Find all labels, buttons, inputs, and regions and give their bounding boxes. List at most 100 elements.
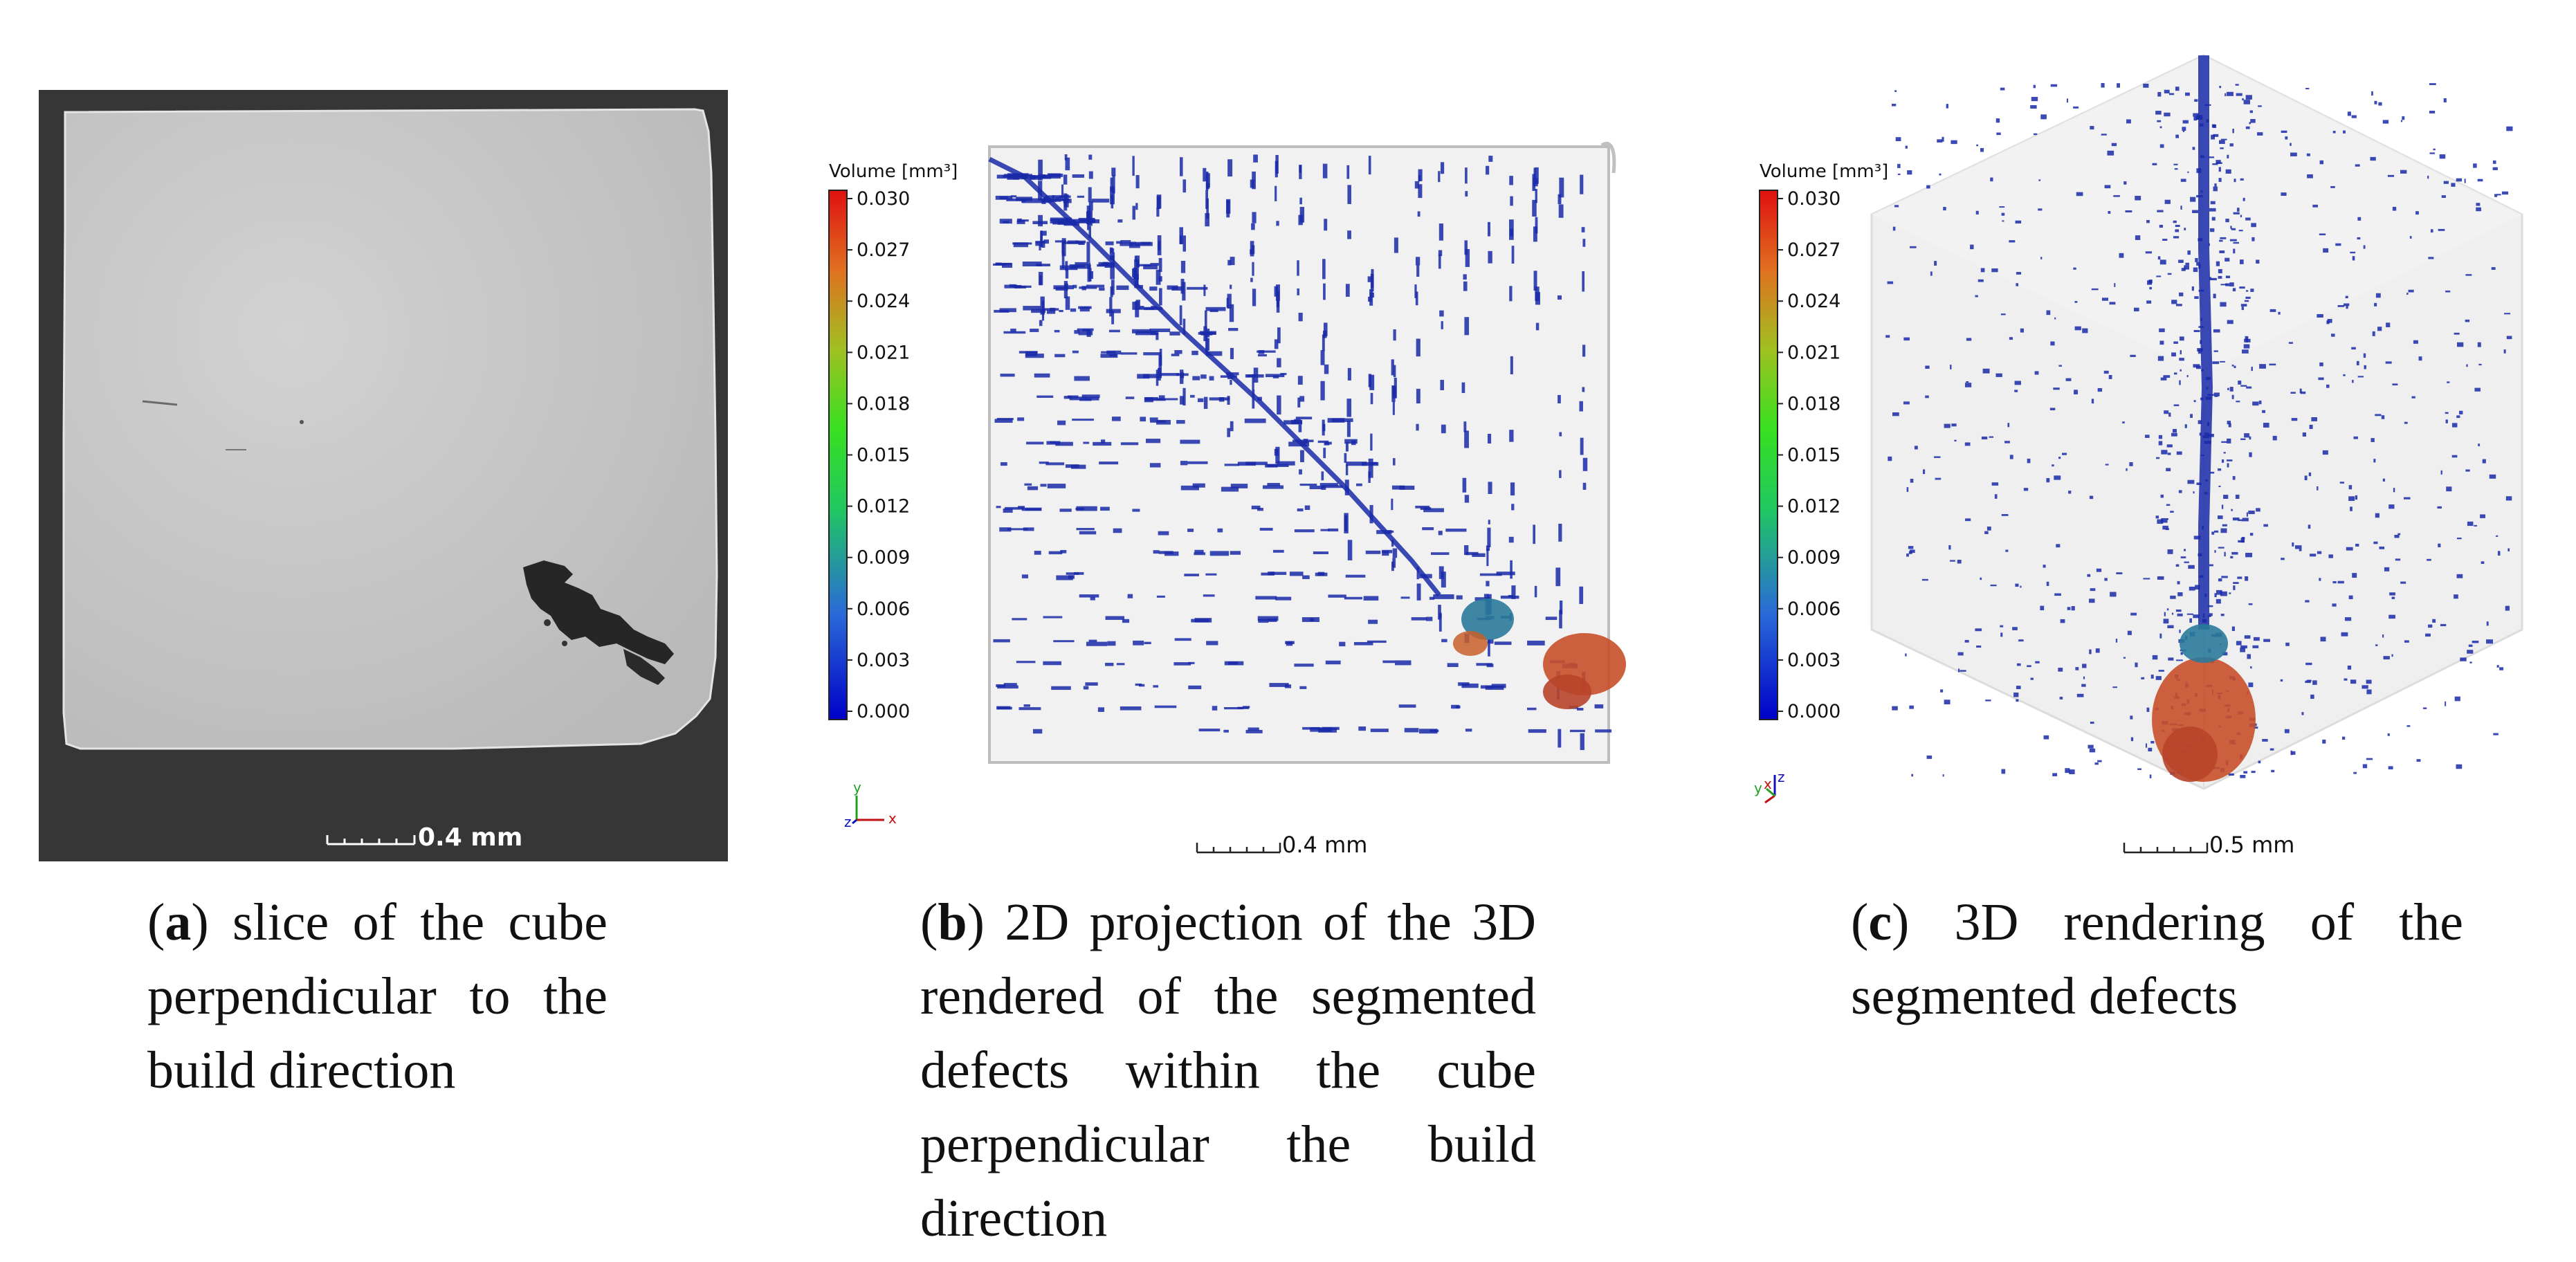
defect-mark xyxy=(2073,106,2079,109)
defect-mark xyxy=(2445,419,2448,423)
defect-mark xyxy=(2213,329,2220,333)
defect-mark xyxy=(1994,494,1998,499)
defect-mark xyxy=(1500,595,1519,599)
defect-mark xyxy=(1511,246,1515,264)
defect-mark xyxy=(1294,664,1314,667)
defect-mark xyxy=(2432,619,2436,623)
defect-mark xyxy=(1132,205,1136,220)
defect-mark xyxy=(2503,349,2506,354)
defect-mark xyxy=(1535,286,1540,302)
defect-mark xyxy=(1040,230,1043,244)
defect-mark xyxy=(2456,574,2463,578)
defect-mark xyxy=(2035,661,2040,664)
defect-mark xyxy=(1100,354,1118,358)
defect-mark xyxy=(2068,491,2072,494)
colorbar-tick-label: 0.030 xyxy=(857,188,910,210)
defect-mark xyxy=(1206,641,1218,646)
defect-mark xyxy=(2252,645,2259,648)
defect-mark xyxy=(2175,564,2180,567)
defect-mark xyxy=(2195,365,2201,369)
defect-mark xyxy=(2394,534,2400,538)
defect-mark xyxy=(1182,235,1186,252)
defect-mark xyxy=(1180,461,1188,466)
axis-x-label: x xyxy=(888,810,897,827)
defect-mark xyxy=(2166,608,2169,611)
defect-mark xyxy=(2243,344,2250,349)
defect-mark xyxy=(1090,596,1095,601)
defect-mark xyxy=(1187,529,1194,532)
defect-mark xyxy=(2176,659,2183,661)
defect-mark xyxy=(2236,641,2242,646)
defect-mark xyxy=(2379,546,2385,549)
defect-mark xyxy=(2445,701,2447,706)
defect-mark xyxy=(1464,495,1470,503)
defect-mark xyxy=(1368,458,1373,478)
defect-mark xyxy=(1892,706,1898,711)
defect-mark xyxy=(2146,707,2150,712)
defect-mark xyxy=(2440,470,2442,475)
defect-mark xyxy=(1110,177,1113,192)
defect-mark xyxy=(2465,469,2470,472)
defect-mark xyxy=(2168,93,2175,95)
defect-mark xyxy=(2456,538,2462,540)
defect-mark xyxy=(1400,596,1410,599)
defect-mark xyxy=(2040,257,2043,259)
defect-mark xyxy=(1252,374,1254,391)
defect-mark xyxy=(2232,517,2240,521)
defect-mark xyxy=(2292,542,2294,547)
defect-mark xyxy=(2179,630,2181,633)
defect-mark xyxy=(2163,375,2171,378)
defect-mark xyxy=(1891,103,1897,107)
defect-mark xyxy=(2443,98,2447,102)
defect-mark xyxy=(2400,120,2403,122)
defect-mark xyxy=(1488,639,1490,657)
defect-mark xyxy=(1355,483,1362,486)
defect-mark xyxy=(1069,396,1086,401)
defect-mark xyxy=(2213,350,2218,352)
defect-mark xyxy=(1086,641,1108,646)
defect-mark xyxy=(1154,705,1177,708)
defect-mark xyxy=(1984,531,1989,534)
defect-mark xyxy=(2178,259,2184,263)
defect-mark xyxy=(2335,243,2341,246)
caption-letter: b xyxy=(938,893,967,951)
defect-mark xyxy=(2081,684,2086,687)
defect-mark xyxy=(2395,558,2401,561)
defect-mark xyxy=(2348,496,2355,502)
defect-mark xyxy=(2184,228,2186,230)
defect-mark xyxy=(2152,655,2158,660)
defect-mark xyxy=(2281,130,2287,134)
colorbar-tick-label: 0.006 xyxy=(857,598,910,620)
defect-mark xyxy=(2225,283,2230,286)
ct-slice-image: 0.4 mm xyxy=(39,90,728,861)
axis-y-label: y xyxy=(1754,780,1762,796)
defect-mark xyxy=(1075,262,1088,266)
defect-mark xyxy=(2171,432,2177,437)
defect-mark xyxy=(1939,173,1942,176)
defect-mark xyxy=(2248,603,2253,605)
defect-mark xyxy=(2218,578,2222,582)
defect-mark xyxy=(1320,381,1325,401)
defect-mark xyxy=(2180,350,2182,355)
defect-mark xyxy=(2126,468,2128,471)
defect-mark xyxy=(1975,210,1979,214)
defect-mark xyxy=(2023,488,2029,491)
defect-mark xyxy=(1182,179,1187,193)
defect-mark xyxy=(1173,662,1191,666)
defect-mark xyxy=(1182,282,1186,301)
defect-mark xyxy=(2027,665,2031,668)
defect-mark xyxy=(1888,456,1892,461)
defect-mark xyxy=(2317,313,2323,318)
defect-mark xyxy=(2382,478,2385,482)
defect-mark xyxy=(2130,354,2136,357)
defect-mark xyxy=(2073,267,2076,270)
defect-mark xyxy=(1063,241,1084,244)
defect-mark xyxy=(2383,656,2390,660)
defect-mark xyxy=(2166,518,2168,520)
defect-mark xyxy=(2218,167,2221,172)
defect-mark xyxy=(2404,640,2409,643)
defect-mark xyxy=(1926,755,1933,759)
defect-mark xyxy=(2499,667,2504,670)
defect-mark xyxy=(2101,83,2105,88)
defect-mark xyxy=(2427,558,2431,561)
